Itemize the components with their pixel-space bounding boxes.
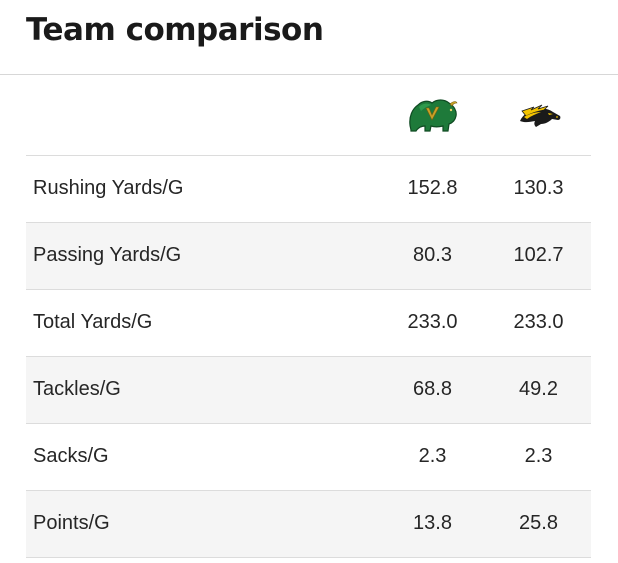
- team-b-value: 233.0: [486, 289, 591, 357]
- team-header-row: [26, 75, 591, 156]
- team-a-value: 2.3: [379, 423, 486, 491]
- stat-label: Passing Yards/G: [26, 222, 379, 290]
- team-a-value: 80.3: [379, 222, 486, 290]
- stat-row: Total Yards/G 233.0 233.0: [26, 289, 591, 357]
- stat-row: Rushing Yards/G 152.8 130.3: [26, 155, 591, 223]
- team-b-logo-cell: [486, 75, 591, 156]
- stat-column-header: [26, 75, 379, 156]
- stat-label: Sacks/G: [26, 423, 379, 491]
- stat-label: Rushing Yards/G: [26, 155, 379, 223]
- team-a-value: 13.8: [379, 490, 486, 558]
- stat-label: Points/G: [26, 490, 379, 558]
- stat-row: Sacks/G 2.3 2.3: [26, 423, 591, 491]
- stat-label: Total Yards/G: [26, 289, 379, 357]
- team-b-value: 25.8: [486, 490, 591, 558]
- mustang-logo-icon: [519, 104, 560, 127]
- stat-row: Tackles/G 68.8 49.2: [26, 356, 591, 424]
- page-title: Team comparison: [26, 12, 324, 48]
- team-b-value: 102.7: [486, 222, 591, 290]
- stat-row: Passing Yards/G 80.3 102.7: [26, 222, 591, 290]
- stat-row: Points/G 13.8 25.8: [26, 490, 591, 558]
- team-a-logo-cell: [379, 75, 486, 156]
- team-b-value: 2.3: [486, 423, 591, 491]
- team-a-value: 233.0: [379, 289, 486, 357]
- team-a-value: 68.8: [379, 356, 486, 424]
- team-b-value: 49.2: [486, 356, 591, 424]
- team-b-value: 130.3: [486, 155, 591, 223]
- team-comparison-table: Rushing Yards/G 152.8 130.3 Passing Yard…: [26, 75, 591, 558]
- title-divider: [0, 74, 618, 75]
- team-a-value: 152.8: [379, 155, 486, 223]
- stat-label: Tackles/G: [26, 356, 379, 424]
- bison-logo-icon: [408, 99, 457, 132]
